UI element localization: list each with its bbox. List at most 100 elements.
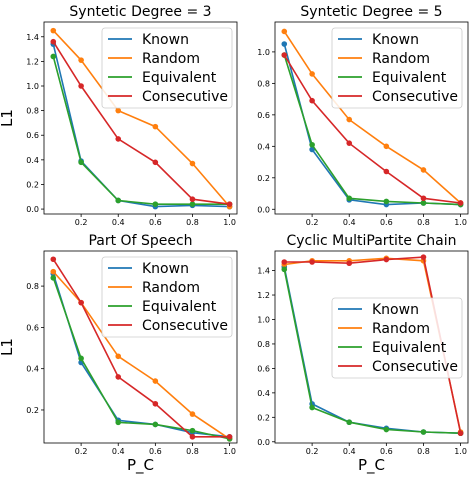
series-line (52, 41, 230, 205)
legend: Known Random Equivalent Consecutive (101, 256, 233, 338)
data-point (281, 259, 288, 265)
data-point (346, 260, 353, 267)
series-line (52, 273, 230, 438)
legend: Known Random Equivalent Consecutive (331, 297, 463, 379)
legend-label: Equivalent (372, 340, 447, 356)
data-point (152, 201, 159, 207)
data-point (115, 353, 122, 360)
x-axis-label: P_C (358, 456, 385, 474)
data-point (78, 299, 84, 306)
data-point (189, 411, 196, 417)
legend-label: Consecutive (142, 89, 228, 105)
data-point (115, 197, 122, 204)
data-point (189, 196, 196, 203)
series-line (283, 54, 461, 206)
series-line (52, 56, 230, 205)
x-tick-label: 0.4 (343, 447, 356, 456)
y-tick-label: 0.8 (26, 107, 39, 116)
data-point (420, 195, 427, 202)
y-tick-label: 0.2 (257, 413, 270, 422)
chart-title: Cyclic MultiPartite Chain (287, 233, 457, 249)
data-point (50, 38, 57, 45)
y-tick-label: 0.2 (257, 174, 270, 183)
legend-label: Equivalent (142, 70, 217, 86)
y-tick-label: 1.4 (257, 267, 270, 276)
legend-label: Known (142, 261, 189, 277)
x-tick-label: 0.4 (112, 447, 125, 456)
data-point (50, 268, 57, 275)
data-point (226, 201, 233, 207)
data-point (115, 107, 122, 114)
data-point (420, 254, 427, 260)
x-tick-label: 0.4 (343, 218, 356, 227)
data-point (309, 71, 315, 77)
y-tick-label: 0.0 (257, 438, 270, 447)
chart-title: Part Of Speech (88, 233, 192, 249)
x-tick-label: 0.2 (75, 447, 88, 456)
x-axis-label: P_C (127, 456, 154, 474)
data-point (78, 83, 84, 89)
x-tick-label: 1.0 (223, 447, 236, 456)
x-tick-label: 1.0 (454, 218, 467, 227)
data-point (309, 404, 315, 411)
data-point (346, 140, 353, 146)
data-point (309, 259, 315, 265)
legend-label: Consecutive (372, 89, 458, 105)
y-tick-label: 1.4 (26, 33, 39, 42)
data-point (383, 426, 390, 433)
legend-box (331, 27, 463, 109)
x-tick-label: 0.2 (306, 218, 319, 227)
data-point (189, 434, 196, 440)
x-tick-label: 0.2 (75, 218, 88, 227)
chart-panel-4: Cyclic MultiPartite Chain 0.2 0.4 0.6 0.8 1.0… (257, 233, 469, 475)
legend-label: Consecutive (142, 318, 228, 334)
data-point (50, 27, 57, 34)
y-tick-label: 0.2 (26, 406, 39, 415)
y-tick-label: 0.4 (257, 389, 270, 398)
data-point (346, 419, 353, 426)
series-line (52, 271, 231, 440)
legend-label: Known (372, 32, 419, 48)
legend-label: Equivalent (142, 299, 217, 315)
chart-panel-1: Syntetic Degree = 3 0.2 0.4 0.6 0.8 1.0 0.0 0.2… (0, 4, 238, 227)
data-point (78, 355, 84, 362)
y-tick-label: 0.8 (257, 79, 270, 88)
legend-label: Random (372, 321, 430, 337)
series-line (52, 277, 230, 440)
x-tick-label: 0.6 (149, 447, 162, 456)
series-consecutive (50, 38, 233, 207)
data-point (420, 429, 427, 435)
data-point (189, 201, 196, 207)
y-tick-label: 1.0 (257, 315, 270, 324)
y-tick-label: 0.2 (26, 180, 39, 189)
series-line (283, 54, 461, 204)
x-tick-label: 0.8 (417, 447, 430, 456)
y-tick-label: 1.2 (26, 57, 39, 66)
chart-title: Syntetic Degree = 3 (69, 4, 211, 20)
legend: Known Random Equivalent Consecutive (331, 27, 463, 109)
data-point (152, 421, 159, 428)
legend-label: Random (142, 280, 200, 296)
data-point (346, 195, 353, 202)
series-line (52, 30, 231, 208)
data-point (152, 378, 159, 384)
data-point (383, 198, 390, 205)
data-point (420, 200, 427, 206)
x-tick-label: 0.2 (306, 447, 319, 456)
legend-label: Random (372, 51, 430, 67)
series-consecutive (281, 254, 464, 437)
data-point (115, 374, 122, 380)
y-tick-label: 1.0 (26, 82, 39, 91)
series-line (284, 256, 462, 434)
x-tick-label: 1.0 (454, 447, 467, 456)
data-point (78, 159, 84, 166)
series-line (283, 30, 462, 204)
y-tick-label: 0.4 (26, 365, 39, 374)
x-tick-label: 0.8 (186, 218, 199, 227)
data-point (78, 57, 84, 63)
data-point (457, 430, 464, 437)
data-point (420, 167, 427, 173)
series-consecutive (50, 256, 233, 440)
chart-panel-3: Part Of Speech 0.2 0.4 0.6 0.8 1.0 0.2 0.4 0.6 0.… (0, 233, 238, 475)
